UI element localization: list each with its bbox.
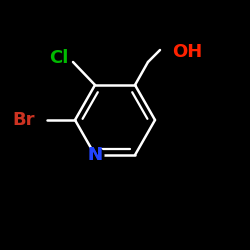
Text: N: N: [88, 146, 102, 164]
Text: OH: OH: [172, 43, 202, 61]
Text: Cl: Cl: [48, 49, 68, 67]
Text: Br: Br: [12, 111, 35, 129]
Text: N: N: [88, 146, 102, 164]
